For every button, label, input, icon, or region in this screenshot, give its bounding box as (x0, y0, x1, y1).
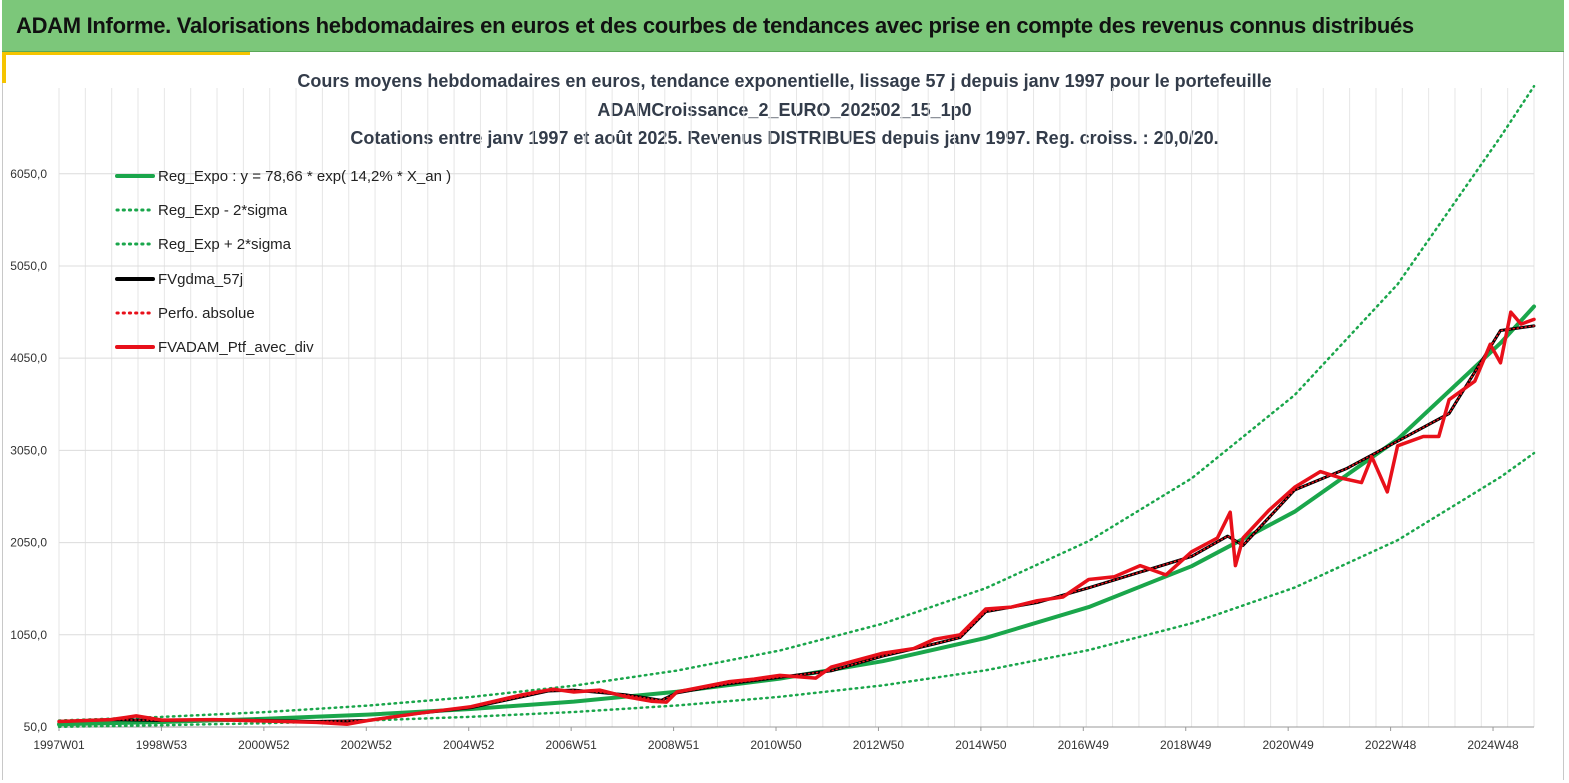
legend-label: Reg_Exp - 2*sigma (158, 202, 288, 219)
chart-title-line-3: Cotations entre janv 1997 et août 2025. … (350, 128, 1219, 148)
accent-bar-left (2, 52, 6, 83)
y-tick-label: 50,0 (24, 720, 48, 734)
accent-bar-top (2, 52, 250, 55)
chart-series (57, 84, 1536, 729)
y-tick-label: 4050,0 (10, 351, 47, 365)
chart-title-line-1: Cours moyens hebdomadaires en euros, ten… (297, 71, 1272, 91)
y-tick-label: 2050,0 (10, 536, 47, 550)
x-tick-label: 2000W52 (238, 738, 290, 752)
x-tick-label: 2020W49 (1262, 738, 1314, 752)
x-tick-label: 2006W51 (545, 738, 597, 752)
y-tick-label: 3050,0 (10, 443, 47, 457)
x-tick-label: 2002W52 (341, 738, 393, 752)
legend-label: FVADAM_Ptf_avec_div (158, 339, 314, 356)
legend-label: Perfo. absolue (158, 305, 255, 322)
x-tick-label: 2004W52 (443, 738, 495, 752)
chart-frame (2, 52, 1564, 780)
series-line-5 (57, 310, 1536, 726)
x-tick-label: 2022W48 (1365, 738, 1417, 752)
legend-label: Reg_Expo : y = 78,66 * exp( 14,2% * X_an… (158, 168, 451, 185)
chart-axes: 50,0 1050,0 2050,0 3050,0 4050,0 5050,0 6050,0… (10, 167, 1534, 752)
x-tick-label: 2018W49 (1160, 738, 1212, 752)
header-banner: ADAM Informe. Valorisations hebdomadaire… (2, 0, 1564, 52)
y-tick-label: 1050,0 (10, 628, 47, 642)
y-tick-label: 5050,0 (10, 259, 47, 273)
banner-title: ADAM Informe. Valorisations hebdomadaire… (16, 13, 1414, 38)
x-tick-label: 2016W49 (1058, 738, 1110, 752)
x-tick-label: 1998W53 (136, 738, 188, 752)
x-tick-label: 1997W01 (33, 738, 85, 752)
x-tick-label: 2010W50 (750, 738, 802, 752)
x-tick-label: 2014W50 (955, 738, 1007, 752)
x-tick-label: 2012W50 (853, 738, 905, 752)
x-tick-label: 2024W48 (1467, 738, 1519, 752)
series-line-4 (58, 325, 1535, 723)
y-tick-label: 6050,0 (10, 167, 47, 181)
legend-label: FVgdma_57j (158, 271, 243, 288)
chart-legend: Reg_Expo : y = 78,66 * exp( 14,2% * X_an… (115, 168, 451, 356)
series-line-2 (57, 84, 1536, 722)
legend-label: Reg_Exp + 2*sigma (158, 236, 292, 253)
x-tick-label: 2008W51 (648, 738, 700, 752)
